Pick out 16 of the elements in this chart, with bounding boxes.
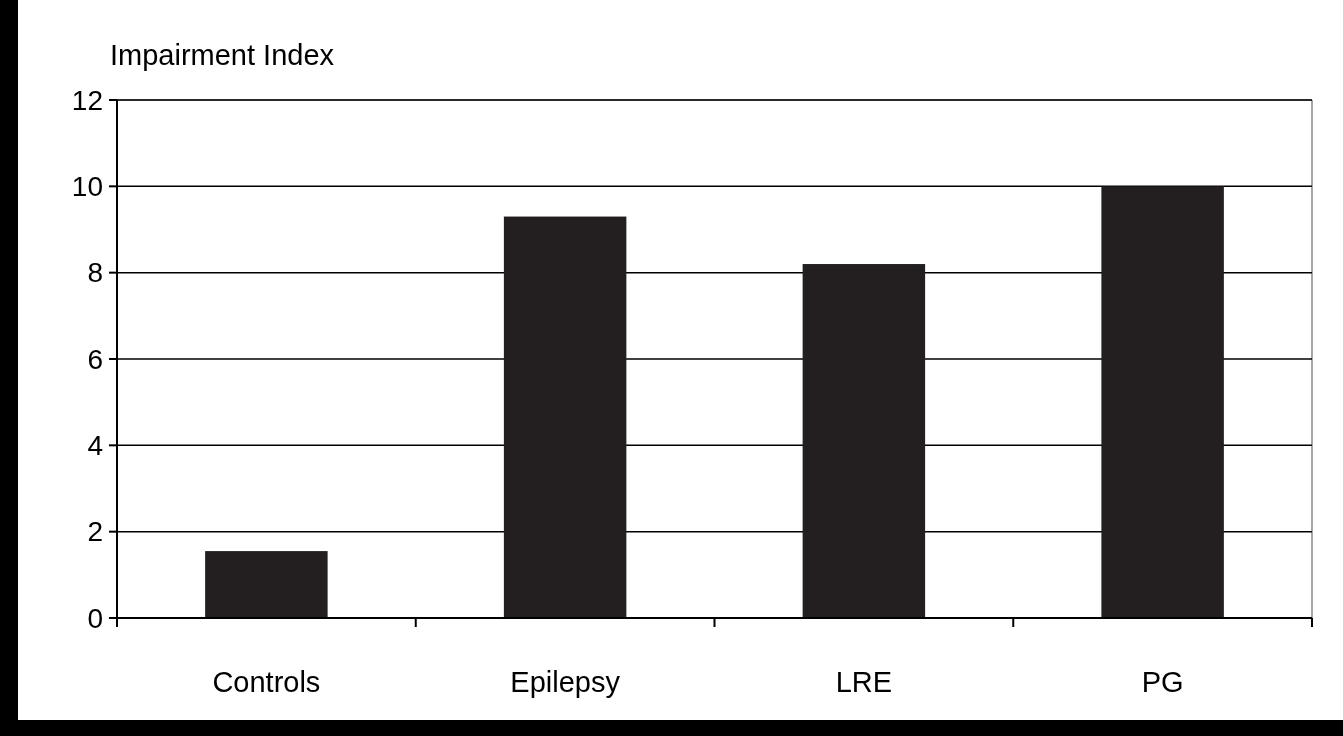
y-tick-label: 2 — [87, 516, 103, 548]
y-tick-label: 8 — [87, 257, 103, 289]
x-tick-label: PG — [1141, 666, 1184, 698]
x-tick-label: Epilepsy — [510, 666, 621, 698]
bar — [1101, 186, 1224, 618]
y-tick-label: 6 — [87, 343, 103, 375]
y-tick-label: 0 — [87, 602, 103, 634]
y-tick-label: 10 — [71, 171, 103, 203]
y-tick-label: 4 — [87, 430, 103, 462]
y-axis-title: Impairment Index — [110, 39, 335, 71]
y-tick-label: 12 — [71, 84, 103, 116]
bar — [503, 216, 627, 618]
bar — [205, 551, 328, 618]
bar — [802, 264, 926, 618]
x-tick-label: LRE — [835, 666, 893, 698]
x-tick-label: Controls — [212, 666, 321, 698]
